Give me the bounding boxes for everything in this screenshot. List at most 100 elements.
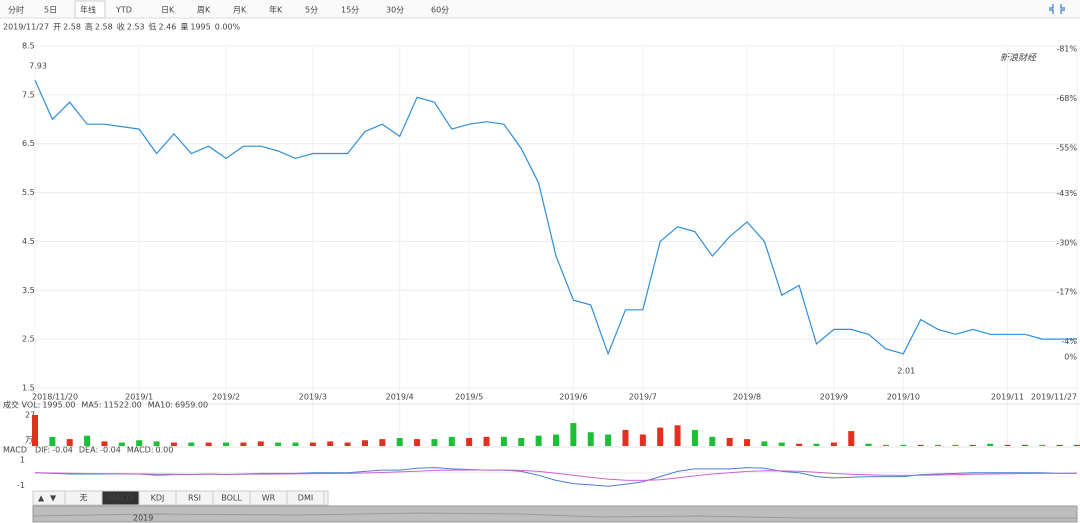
- tab[interactable]: 分时: [8, 5, 24, 15]
- x-tick-label: 2019/7: [629, 393, 657, 402]
- tab[interactable]: 15分: [341, 6, 359, 15]
- info-date: 2019/11/27: [3, 23, 49, 32]
- volume-bar: [952, 444, 959, 446]
- volume-bar: [483, 436, 490, 446]
- x-tick-label: 2019/5: [455, 393, 483, 402]
- volume-bar: [987, 443, 994, 446]
- volume-bar: [327, 441, 334, 446]
- tab[interactable]: 5日: [44, 6, 57, 15]
- tab[interactable]: 月K: [233, 6, 247, 15]
- volume-bar: [674, 425, 681, 446]
- tab[interactable]: 日K: [161, 6, 175, 15]
- info-label: 高: [85, 22, 93, 32]
- volume-bar: [396, 437, 403, 446]
- volume-bar: [414, 439, 421, 446]
- info-value: 2.46: [159, 23, 177, 32]
- tab-selected[interactable]: [74, 0, 106, 19]
- navigator-trace: [32, 512, 1077, 519]
- indicator-tab-label[interactable]: 无: [80, 494, 88, 503]
- x-tick-label: 2019/9: [820, 393, 848, 402]
- tab[interactable]: 5分: [305, 6, 318, 15]
- indicator-tab-label[interactable]: BOLL: [221, 494, 242, 503]
- tab[interactable]: 周K: [197, 6, 211, 15]
- volume-bar: [275, 442, 282, 446]
- macd-legend-label: DEA:: [79, 446, 98, 455]
- volume-bar: [1039, 444, 1046, 446]
- volume-bar: [709, 436, 716, 446]
- scroll-down[interactable]: ▼: [50, 494, 57, 503]
- volume-bar: [101, 441, 108, 446]
- volume-bar: [466, 437, 473, 446]
- volume-bar: [84, 435, 91, 446]
- indicator-tab[interactable]: [286, 490, 325, 506]
- volume-bar: [257, 441, 264, 446]
- tab[interactable]: 60分: [431, 6, 449, 15]
- fullscreen-icon[interactable]: [1049, 4, 1065, 14]
- y-tick-label: 8.5: [22, 42, 35, 51]
- price-line: [34, 79, 1077, 356]
- dif-line: [34, 467, 1078, 487]
- x-tick-label: 2019/11: [991, 393, 1024, 402]
- y-tick-label: 6.5: [22, 139, 35, 148]
- volume-bar: [1074, 444, 1080, 446]
- y2-tick-label: 0%: [1064, 352, 1077, 361]
- volume-bar: [813, 443, 820, 446]
- volume-bar: [639, 434, 646, 446]
- watermark: 新浪财经: [1000, 53, 1037, 64]
- volume-bar: [66, 439, 73, 446]
- indicator-tab-label[interactable]: DMI: [298, 494, 313, 503]
- volume-bar: [917, 444, 924, 446]
- volume-bar: [1021, 444, 1028, 446]
- volume-bar: [830, 442, 837, 446]
- volume-bar: [622, 429, 629, 446]
- macd-tick-label: -1: [17, 481, 25, 490]
- volume-bar: [49, 436, 56, 446]
- tab[interactable]: 年线: [80, 5, 96, 15]
- toolbar: [0, 0, 1080, 18]
- indicator-tab-label[interactable]: WR: [262, 494, 276, 503]
- navigator-label: 2019: [133, 514, 153, 523]
- vol-legend-value: 6959.00: [175, 401, 208, 410]
- volume-bar: [500, 436, 507, 446]
- volume-bar: [153, 441, 160, 446]
- x-tick-label: 2019/2: [212, 393, 240, 402]
- info-value: 1995: [190, 23, 210, 32]
- tab[interactable]: 年K: [269, 5, 283, 15]
- volume-bar: [587, 432, 594, 446]
- y2-tick-label: -30%: [1056, 238, 1077, 247]
- indicator-tab-label[interactable]: MACD: [109, 494, 133, 503]
- y2-tick-label: -81%: [1056, 45, 1077, 54]
- indicator-tab-label[interactable]: RSI: [188, 494, 201, 503]
- macd-legend-value: 0.00: [156, 446, 174, 455]
- volume-bar: [170, 442, 177, 446]
- volume-bar: [188, 442, 195, 446]
- volume-bar: [657, 427, 664, 446]
- volume-bar: [726, 437, 733, 446]
- vol-legend-label: 成交 VOL:: [3, 400, 40, 410]
- macd-tick-label: 1: [20, 455, 25, 464]
- x-tick-label: 2019/11/27: [1031, 393, 1077, 402]
- vol-legend-value: 1995.00: [42, 401, 75, 410]
- scroll-up[interactable]: ▲: [38, 494, 45, 503]
- annotation: 2.01: [897, 367, 915, 376]
- y2-tick-label: -17%: [1056, 288, 1077, 297]
- y-tick-label: 7.5: [22, 90, 35, 99]
- info-label: 收: [117, 22, 125, 32]
- tab[interactable]: 30分: [386, 6, 404, 15]
- info-value: 2.58: [63, 23, 81, 32]
- tab[interactable]: YTD: [115, 6, 132, 15]
- x-tick-label: 2019/10: [887, 393, 920, 402]
- y-tick-label: 2.5: [22, 335, 35, 344]
- volume-bar: [691, 429, 698, 446]
- info-label: 低: [149, 22, 157, 32]
- y-tick-label: 4.5: [22, 237, 35, 246]
- info-value: 2.53: [127, 23, 145, 32]
- x-tick-label: 2019/6: [559, 393, 587, 402]
- volume-bar: [118, 442, 125, 446]
- indicator-tab-label[interactable]: KDJ: [151, 494, 165, 503]
- volume-bar: [379, 439, 386, 446]
- volume-bar: [605, 434, 612, 446]
- volume-bar: [448, 436, 455, 446]
- vol-legend-value: 11522.00: [104, 401, 142, 410]
